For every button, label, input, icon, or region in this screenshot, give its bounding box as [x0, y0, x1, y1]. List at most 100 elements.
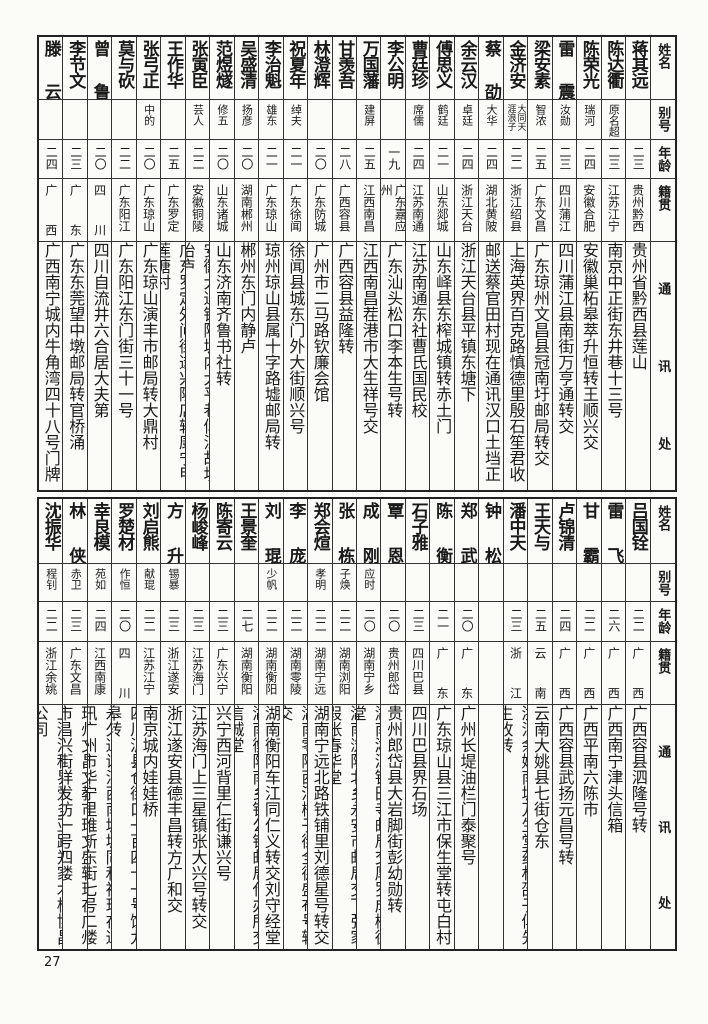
- person-address: 广西容县武扬元昌号转: [555, 705, 575, 865]
- person-origin: 四川蒲江: [557, 184, 572, 232]
- person-address: 湖南零陵西河柳子街全德盛布号转交: [283, 705, 309, 945]
- person-address: 湖南湘潭银田寺邮局交厚罗成树德堂: [356, 705, 382, 945]
- person-address: 广东阳江东门街三十一号: [115, 242, 135, 418]
- person-age-cell: 二〇: [356, 602, 382, 642]
- person-name: 范煜燧: [211, 40, 232, 88]
- person-age-cell: 二五: [528, 602, 553, 642]
- header-cell-alias: 别号: [650, 100, 675, 140]
- person-alias: 中的: [142, 104, 156, 126]
- person-name-cell: 陈荣光: [577, 37, 602, 100]
- person-age-cell: 二三: [552, 140, 578, 179]
- person-age: 二二: [288, 608, 303, 632]
- person-origin: 云南: [532, 647, 547, 699]
- person-origin-cell: 四川蒲江: [552, 179, 578, 242]
- person-origin-cell: 贵州黔西: [626, 179, 651, 242]
- person-name-cell: 杨峻峰: [185, 499, 211, 564]
- person-age-cell: 二〇: [87, 140, 113, 179]
- person-origin: 广西: [557, 647, 572, 699]
- header-label-address: 通讯处: [655, 745, 671, 909]
- person-address-cell: 四川巴县界石场: [406, 705, 431, 949]
- person-name-cell: 万国藩: [356, 37, 382, 100]
- person-origin-cell: 江苏江宁: [601, 179, 627, 242]
- person-origin: 湖南郴州: [239, 184, 254, 232]
- person-age-cell: 二四: [479, 140, 504, 179]
- person-alias-cell: [39, 100, 64, 140]
- person-name: 甘霸: [578, 502, 599, 563]
- person-age-cell: 二〇: [112, 602, 137, 642]
- person-age-cell: 二一: [430, 602, 455, 642]
- person-age: 二二: [582, 608, 597, 632]
- person-origin: 浙江余姚: [43, 647, 58, 695]
- person-name: 刘启熊: [138, 502, 159, 550]
- person-age-cell: 二二: [259, 602, 284, 642]
- person-origin-cell: 浙江天台: [454, 179, 480, 242]
- person-address-cell: 徐闻县城东门外大街顺兴号: [284, 242, 309, 490]
- person-origin: 四川: [117, 647, 132, 699]
- person-age: 二二: [44, 608, 59, 632]
- person-age: 二四: [582, 146, 597, 170]
- person-name: 李庞: [285, 502, 306, 563]
- person-age-cell: 二四: [552, 602, 578, 642]
- person-address-cell: 广州市二马路钦廉会馆: [308, 242, 333, 490]
- person-alias-cell: [381, 564, 406, 602]
- person-address: 广西平南六陈市: [579, 705, 599, 817]
- person-age-cell: 二三: [161, 602, 186, 642]
- person-alias-cell: [601, 564, 627, 602]
- person-name: 傅思义: [432, 40, 453, 88]
- person-address-cell: 四川泸县仓街口一百四十一号饶九皋转: [112, 705, 137, 949]
- person-origin-cell: 湖南浏阳: [332, 642, 357, 705]
- person-alias-cell: 锡暴: [161, 564, 186, 602]
- person-address: 广西容县益隆转: [335, 242, 355, 354]
- person-origin-cell: 广东文昌: [63, 642, 88, 705]
- person-origin-cell: 浙江遂安: [161, 642, 186, 705]
- person-alias-cell: [87, 100, 113, 140]
- person-age-cell: 二三: [210, 602, 235, 642]
- person-name-cell: 刘启熊: [136, 499, 162, 564]
- person-name-cell: 甘霸: [577, 499, 602, 564]
- person-age: 二〇: [142, 146, 157, 170]
- person-address-cell: 浙江余姚南城万生堂药材邵子偁先生收转: [504, 705, 529, 949]
- person-address-cell: 四川自流井六合居大夫第: [88, 242, 113, 490]
- person-age-cell: 二五: [356, 140, 382, 179]
- person-address: 琼州文昌文教市琼文盛转现在广州市昌兴街祥发坊一号四楼: [63, 705, 88, 945]
- person-alias: 少帆: [264, 568, 278, 590]
- person-age: 二一: [435, 146, 450, 170]
- person-alias: 程钊: [44, 568, 58, 590]
- person-alias-cell: [405, 564, 431, 602]
- person-name: 蔡劭: [481, 40, 502, 99]
- person-origin-cell: 江苏江宁: [136, 642, 162, 705]
- person-origin-cell: 广东兴宁: [210, 642, 235, 705]
- person-age-cell: 二一: [430, 140, 455, 179]
- person-address-cell: 琼州琼山县属十字路墟邮局转: [259, 242, 284, 490]
- person-alias: 芸人: [191, 104, 205, 126]
- person-name: 杨峻峰: [187, 502, 208, 550]
- person-alias-cell: 席儒: [405, 100, 431, 140]
- person-address-cell: 江苏海门上三星镇张大兴号转交: [186, 705, 211, 949]
- person-age: 二五: [166, 146, 181, 170]
- person-name: 祝夏年: [285, 40, 306, 88]
- person-origin: 山东郯城: [435, 184, 450, 232]
- person-name-cell: 陈衡: [430, 499, 455, 564]
- person-age: 二四: [460, 146, 475, 170]
- person-address-cell: 贵州省黔西县莲山: [626, 242, 651, 490]
- person-age: 二一: [435, 608, 450, 632]
- person-name-cell: 雷震: [552, 37, 578, 100]
- person-origin: 广东: [459, 647, 474, 699]
- person-alias-cell: [626, 564, 651, 602]
- person-origin-cell: 江苏南通: [405, 179, 431, 242]
- person-address: 南京城内娃娃桥: [139, 705, 159, 817]
- person-name-cell: 沈振华: [39, 499, 64, 564]
- person-age-cell: 二三: [503, 602, 529, 642]
- person-name-cell: 卢锦清: [552, 499, 578, 564]
- person-origin-cell: 湖南衡阳: [259, 642, 284, 705]
- person-name: 张栋: [334, 502, 355, 563]
- person-address-cell: 广西南宁津头信箱: [602, 705, 627, 949]
- person-age: 二三: [606, 146, 621, 170]
- person-alias: 雄东: [264, 104, 278, 126]
- person-age-cell: 二四: [577, 140, 602, 179]
- person-name-cell: 成刚: [356, 499, 382, 564]
- person-address: 广西容县泗隆号转: [628, 705, 648, 833]
- person-name: 雷震: [554, 40, 575, 99]
- person-origin: 广东文昌: [68, 647, 83, 695]
- person-address: 徐闻县城东门外大街顺兴号: [286, 242, 306, 434]
